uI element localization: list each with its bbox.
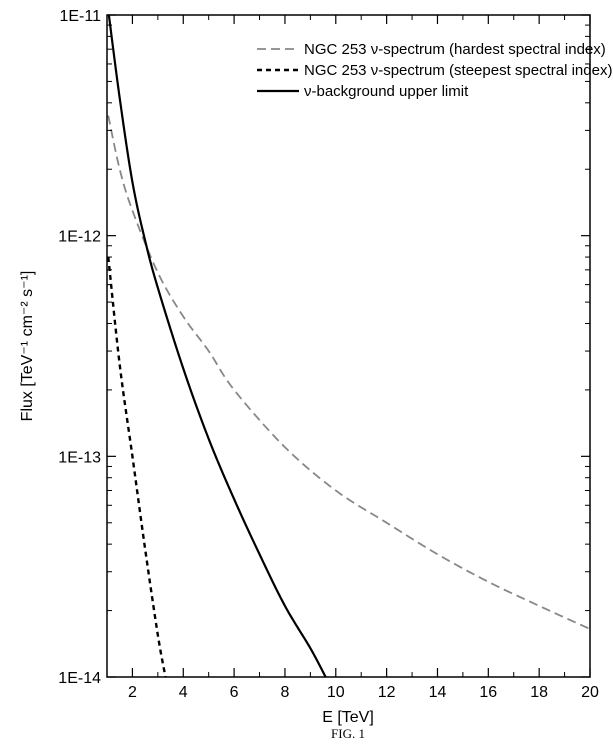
series-line-1 [107,115,590,630]
x-tick-label: 6 [230,684,239,701]
x-tick-label: 16 [479,684,497,701]
legend-label-2: NGC 253 ν-spectrum (steepest spectral in… [304,62,612,79]
y-tick-label: 1E-12 [58,229,101,246]
series-line-2 [107,256,167,677]
legend-label-3: ν-background upper limit [304,83,469,100]
legend-label-1: NGC 253 ν-spectrum (hardest spectral ind… [304,41,606,58]
x-tick-label: 18 [530,684,548,701]
y-tick-label: 1E-13 [58,449,101,466]
x-tick-label: 2 [128,684,137,701]
y-tick-label: 1E-14 [58,670,101,687]
x-tick-label: 8 [280,684,289,701]
plot-frame [106,14,591,678]
x-tick-label: 10 [327,684,345,701]
series-line-3 [107,15,327,677]
x-tick-label: 4 [179,684,188,701]
y-axis-label: Flux [TeV⁻¹ cm⁻² s⁻¹] [19,271,36,422]
legend: NGC 253 ν-spectrum (hardest spectral ind… [257,41,612,100]
x-axis-label: E [TeV] [322,709,374,726]
y-tick-label: 1E-11 [59,8,101,25]
figure-caption: FIG. 1 [331,726,365,741]
x-tick-label: 12 [378,684,396,701]
x-tick-label: 14 [429,684,447,701]
x-tick-label: 20 [581,684,599,701]
